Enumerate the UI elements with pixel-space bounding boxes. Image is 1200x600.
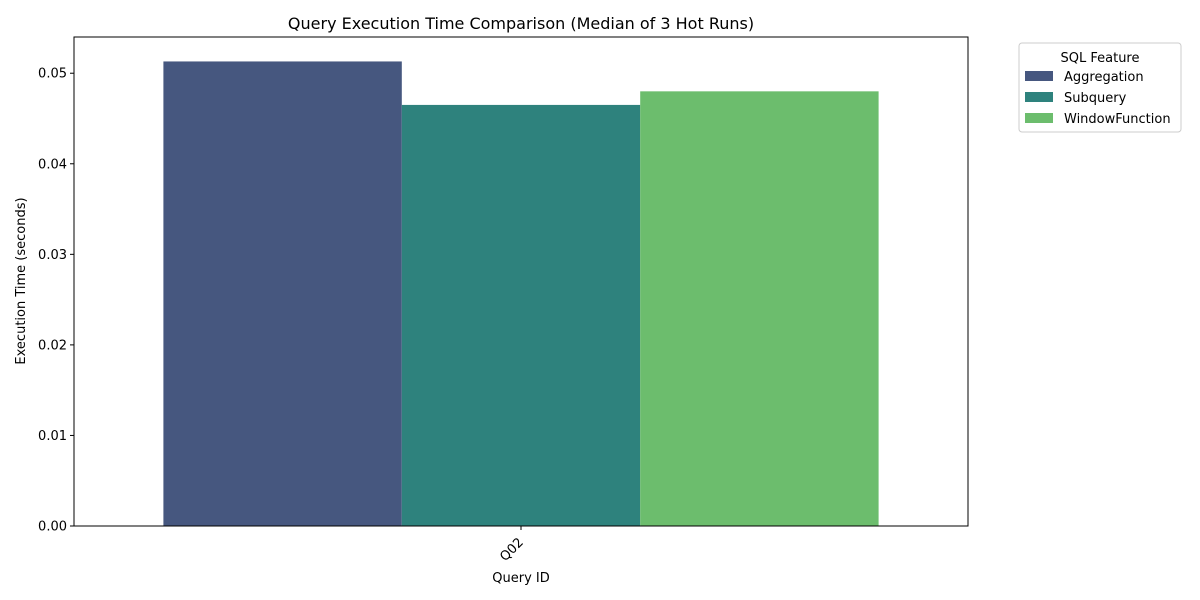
x-axis-label: Query ID xyxy=(492,571,549,586)
legend-label-aggregation: Aggregation xyxy=(1064,70,1144,85)
y-tick-label: 0.02 xyxy=(38,338,67,353)
chart-title: Query Execution Time Comparison (Median … xyxy=(288,14,754,33)
bar-subquery-q02 xyxy=(401,104,641,527)
x-axis: Q02 xyxy=(497,526,527,565)
y-tick-label: 0.03 xyxy=(38,248,67,263)
legend-label-windowfunction: WindowFunction xyxy=(1064,112,1171,127)
y-axis: 0.00 0.01 0.02 0.03 0.04 0.05 xyxy=(38,67,74,535)
bars-group xyxy=(163,61,879,527)
legend-label-subquery: Subquery xyxy=(1064,91,1127,106)
legend-swatch-windowfunction xyxy=(1025,113,1053,123)
legend-swatch-aggregation xyxy=(1025,71,1053,81)
y-tick-label: 0.04 xyxy=(38,157,67,172)
legend-frame xyxy=(1018,42,1182,133)
y-tick-label: 0.00 xyxy=(38,520,67,535)
plot-frame xyxy=(73,36,969,527)
legend-items: Aggregation Subquery WindowFunction xyxy=(1025,70,1171,127)
y-tick-label: 0.05 xyxy=(38,67,67,82)
legend: SQL Feature Aggregation Subquery WindowFun… xyxy=(1018,42,1182,133)
bar-windowfunction-q02 xyxy=(640,91,879,526)
legend-swatch-subquery xyxy=(1025,92,1053,102)
x-tick-label: Q02 xyxy=(497,535,527,565)
y-tick-label: 0.01 xyxy=(38,429,67,444)
y-axis-label: Execution Time (seconds) xyxy=(14,197,29,364)
legend-title: SQL Feature xyxy=(1061,51,1140,66)
bar-aggregation-q02 xyxy=(163,61,402,526)
